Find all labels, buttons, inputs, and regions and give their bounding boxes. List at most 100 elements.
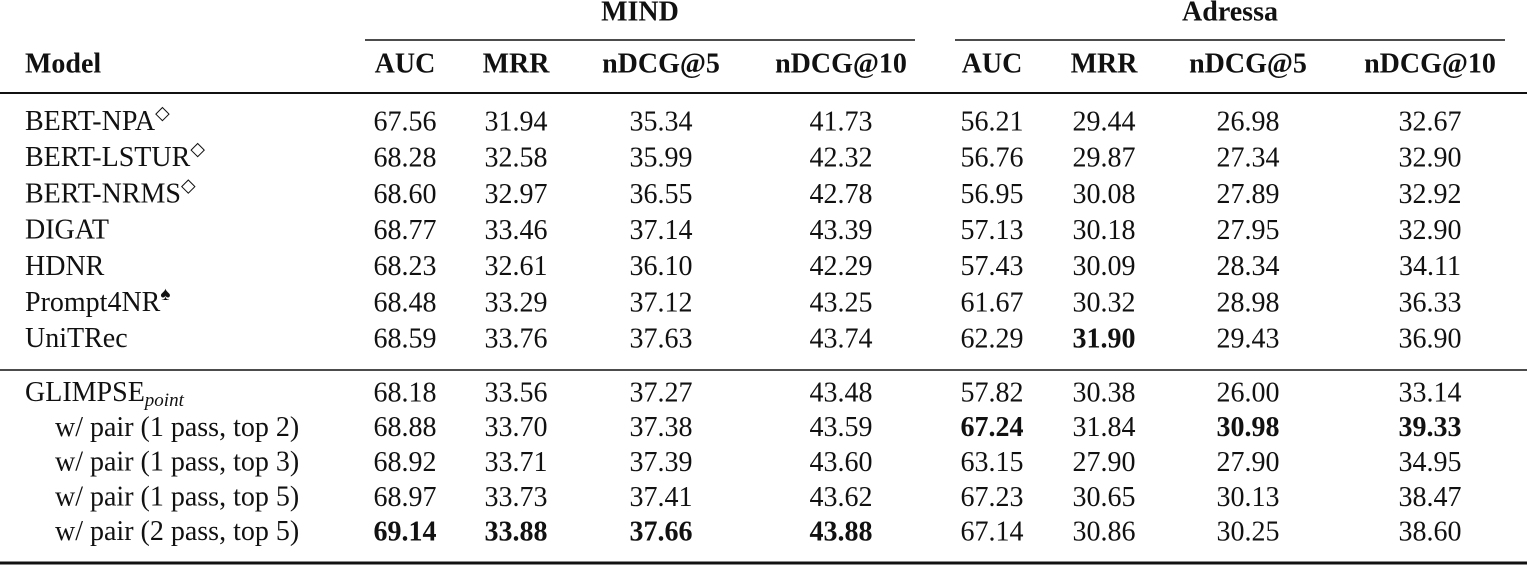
cell: 43.59: [810, 412, 873, 443]
column-header: AUC: [375, 48, 436, 79]
model-label: w/ pair (1 pass, top 3): [55, 447, 299, 478]
model-name: BERT-NPA◇: [25, 103, 170, 137]
cell: 37.39: [630, 447, 693, 478]
cell: 30.18: [1073, 215, 1136, 246]
cell: 31.90: [1073, 324, 1136, 355]
cell: 33.56: [485, 377, 548, 408]
cell: 68.18: [374, 377, 437, 408]
cell: 67.24: [961, 412, 1024, 443]
model-label: GLIMPSE: [25, 377, 145, 408]
cell: 42.78: [810, 179, 873, 210]
cell: 30.25: [1217, 517, 1280, 548]
cell: 36.10: [630, 251, 693, 282]
cell: 68.28: [374, 143, 437, 174]
cell: 30.32: [1073, 287, 1136, 318]
model-label: BERT-NRMS: [25, 179, 181, 210]
model-name: w/ pair (1 pass, top 3): [55, 447, 299, 478]
cell: 37.63: [630, 324, 693, 355]
cell: 38.47: [1399, 482, 1462, 513]
cell: 32.90: [1399, 215, 1462, 246]
model-subscript: point: [143, 390, 185, 411]
cell: 43.74: [810, 324, 873, 355]
cell: 42.32: [810, 143, 873, 174]
cell: 30.08: [1073, 179, 1136, 210]
cell: 62.29: [961, 324, 1024, 355]
cell: 29.44: [1073, 106, 1136, 137]
cell: 32.97: [485, 179, 548, 210]
cell: 31.84: [1073, 412, 1136, 443]
model-name: w/ pair (1 pass, top 2): [55, 412, 299, 443]
model-name: BERT-LSTUR◇: [25, 140, 205, 174]
cell: 30.13: [1217, 482, 1280, 513]
cell: 26.98: [1217, 106, 1280, 137]
cell: 32.90: [1399, 143, 1462, 174]
model-superscript: ◇: [155, 103, 170, 124]
cell: 36.55: [630, 179, 693, 210]
model-name: UniTRec: [25, 324, 128, 355]
model-name: w/ pair (2 pass, top 5): [55, 517, 299, 548]
model-label: HDNR: [25, 251, 105, 282]
cell: 33.73: [485, 482, 548, 513]
cell: 32.92: [1399, 179, 1462, 210]
cell: 43.88: [810, 517, 873, 548]
model-label: w/ pair (1 pass, top 5): [55, 482, 299, 513]
cell: 43.60: [810, 447, 873, 478]
cell: 33.14: [1399, 377, 1462, 408]
cell: 69.14: [374, 517, 437, 548]
cell: 67.14: [961, 517, 1024, 548]
model-label: BERT-NPA: [25, 106, 156, 137]
cell: 63.15: [961, 447, 1024, 478]
cell: 68.23: [374, 251, 437, 282]
model-superscript: ◇: [181, 176, 196, 197]
cell: 30.98: [1217, 412, 1280, 443]
cell: 32.67: [1399, 106, 1462, 137]
cell: 36.33: [1399, 287, 1462, 318]
column-header: nDCG@10: [1364, 48, 1496, 79]
cell: 27.90: [1217, 447, 1280, 478]
cell: 37.27: [630, 377, 693, 408]
cell: 61.67: [961, 287, 1024, 318]
model-superscript: ♠: [160, 284, 170, 305]
cell: 29.43: [1217, 324, 1280, 355]
model-name: DIGAT: [25, 215, 109, 246]
model-label: w/ pair (2 pass, top 5): [55, 517, 299, 548]
cell: 28.34: [1217, 251, 1280, 282]
cell: 33.29: [485, 287, 548, 318]
cell: 68.88: [374, 412, 437, 443]
column-header: nDCG@5: [1189, 48, 1307, 79]
cell: 33.70: [485, 412, 548, 443]
cell: 26.00: [1217, 377, 1280, 408]
cell: 68.48: [374, 287, 437, 318]
cell: 27.90: [1073, 447, 1136, 478]
cell: 30.09: [1073, 251, 1136, 282]
cell: 30.38: [1073, 377, 1136, 408]
cell: 56.76: [961, 143, 1024, 174]
cell: 56.21: [961, 106, 1024, 137]
model-header: Model: [25, 48, 101, 79]
cell: 43.62: [810, 482, 873, 513]
cell: 33.71: [485, 447, 548, 478]
group-header: Adressa: [1182, 0, 1278, 27]
cell: 37.38: [630, 412, 693, 443]
model-name: BERT-NRMS◇: [25, 176, 196, 210]
column-header: nDCG@10: [775, 48, 907, 79]
cell: 34.95: [1399, 447, 1462, 478]
cell: 43.48: [810, 377, 873, 408]
cell: 35.99: [630, 143, 693, 174]
model-name: w/ pair (1 pass, top 5): [55, 482, 299, 513]
cell: 67.23: [961, 482, 1024, 513]
cell: 42.29: [810, 251, 873, 282]
cell: 37.14: [630, 215, 693, 246]
model-label: w/ pair (1 pass, top 2): [55, 412, 299, 443]
cell: 38.60: [1399, 517, 1462, 548]
cell: 37.12: [630, 287, 693, 318]
cell: 30.86: [1073, 517, 1136, 548]
group-header: MIND: [601, 0, 679, 27]
cell: 68.92: [374, 447, 437, 478]
model-name: GLIMPSEpoint: [25, 377, 185, 411]
cell: 68.97: [374, 482, 437, 513]
cell: 41.73: [810, 106, 873, 137]
cell: 29.87: [1073, 143, 1136, 174]
cell: 57.43: [961, 251, 1024, 282]
